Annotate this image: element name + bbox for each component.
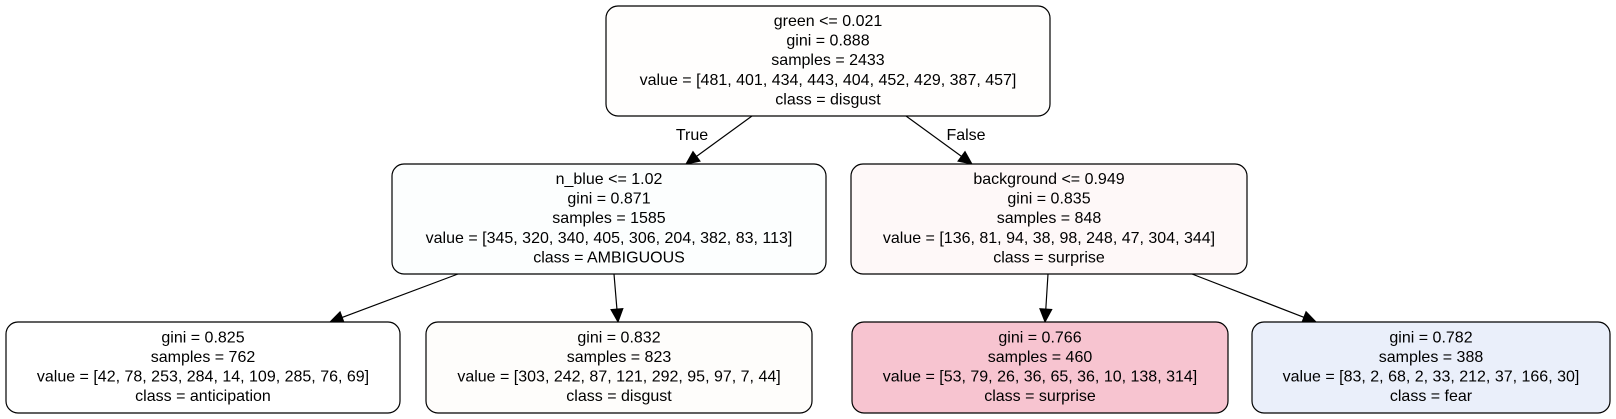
node-text-line: value = [42, 78, 253, 284, 14, 109, 285,…: [37, 369, 369, 386]
node-box: [1251, 321, 1611, 414]
tree-node-leaf-2: gini = 0.832 samples = 823 value = [303, 2…: [425, 321, 813, 414]
edge-line: [613, 273, 618, 310]
edge-line: [1191, 273, 1305, 318]
node-text-line: samples = 2433: [771, 52, 885, 69]
arrowhead: [610, 307, 624, 324]
node-text-line: value = [345, 320, 340, 405, 306, 204, 3…: [426, 230, 793, 247]
node-text-line: samples = 848: [997, 210, 1102, 227]
node-text-line: n_blue <= 1.02: [556, 171, 663, 188]
node-box: [605, 5, 1051, 117]
tree-node-root: green <= 0.021 gini = 0.888 samples = 2433…: [605, 5, 1051, 117]
node-text-line: gini = 0.871: [567, 191, 650, 208]
node-text-line: background <= 0.949: [973, 171, 1124, 188]
edge-line: [1045, 273, 1049, 310]
node-text-line: gini = 0.835: [1007, 191, 1090, 208]
tree-node-leaf-3: gini = 0.766 samples = 460 value = [53, 79…: [851, 321, 1229, 414]
edge-right-to-leaf-4: [1191, 273, 1318, 324]
node-text-line: gini = 0.832: [577, 329, 660, 346]
edge-line: [905, 115, 962, 157]
node-text-line: value = [83, 2, 68, 2, 33, 212, 37, 166,…: [1283, 369, 1580, 386]
node-text-line: class = disgust: [775, 91, 881, 108]
edge-left-to-leaf-2: [610, 273, 624, 324]
edge-line: [341, 273, 459, 318]
node-text-line: gini = 0.825: [161, 329, 244, 346]
node-text-line: gini = 0.782: [1389, 329, 1472, 346]
node-text-line: value = [53, 79, 26, 36, 65, 36, 10, 138…: [883, 369, 1197, 386]
node-text-line: gini = 0.888: [786, 33, 869, 50]
node-text-line: value = [481, 401, 434, 443, 404, 452, 4…: [640, 72, 1017, 89]
node-text-line: class = AMBIGUOUS: [533, 249, 685, 266]
node-text-line: class = surprise: [993, 249, 1105, 266]
node-box: [425, 321, 813, 414]
tree-node-right: background <= 0.949 gini = 0.835 samples =…: [850, 163, 1248, 275]
node-text-line: samples = 762: [151, 349, 256, 366]
arrowhead: [685, 150, 701, 165]
node-text-line: class = anticipation: [135, 388, 271, 405]
node-text-line: value = [136, 81, 94, 38, 98, 248, 47, 3…: [883, 230, 1215, 247]
node-text-line: samples = 460: [988, 349, 1093, 366]
tree-node-leaf-1: gini = 0.825 samples = 762 value = [42, 78…: [5, 321, 401, 414]
edge-right-to-leaf-3: [1039, 273, 1053, 324]
node-box: [391, 163, 827, 275]
edge-line: [696, 115, 753, 157]
node-text-line: gini = 0.766: [998, 329, 1081, 346]
node-box: [5, 321, 401, 414]
edge-root-to-left: True: [676, 115, 753, 165]
edge-label: True: [676, 127, 708, 144]
node-text-line: samples = 1585: [552, 210, 666, 227]
nodes-layer: green <= 0.021 gini = 0.888 samples = 2433…: [5, 5, 1611, 414]
node-box: [851, 321, 1229, 414]
node-text-line: green <= 0.021: [774, 13, 883, 30]
node-text-line: samples = 823: [567, 349, 672, 366]
node-text-line: class = fear: [1390, 388, 1473, 405]
arrowhead: [1039, 308, 1053, 324]
node-text-line: class = disgust: [566, 388, 672, 405]
node-text-line: value = [303, 242, 87, 121, 292, 95, 97,…: [457, 369, 780, 386]
tree-node-leaf-4: gini = 0.782 samples = 388 value = [83, 2,…: [1251, 321, 1611, 414]
arrowhead: [328, 310, 346, 324]
node-text-line: samples = 388: [1379, 349, 1484, 366]
arrowhead: [1300, 310, 1318, 324]
arrowhead: [957, 150, 973, 165]
tree-node-left: n_blue <= 1.02 gini = 0.871 samples = 1585…: [391, 163, 827, 275]
node-box: [850, 163, 1248, 275]
edge-label: False: [946, 127, 985, 144]
edge-left-to-leaf-1: [328, 273, 459, 324]
node-text-line: class = surprise: [984, 388, 1096, 405]
edge-root-to-right: False: [905, 115, 986, 165]
